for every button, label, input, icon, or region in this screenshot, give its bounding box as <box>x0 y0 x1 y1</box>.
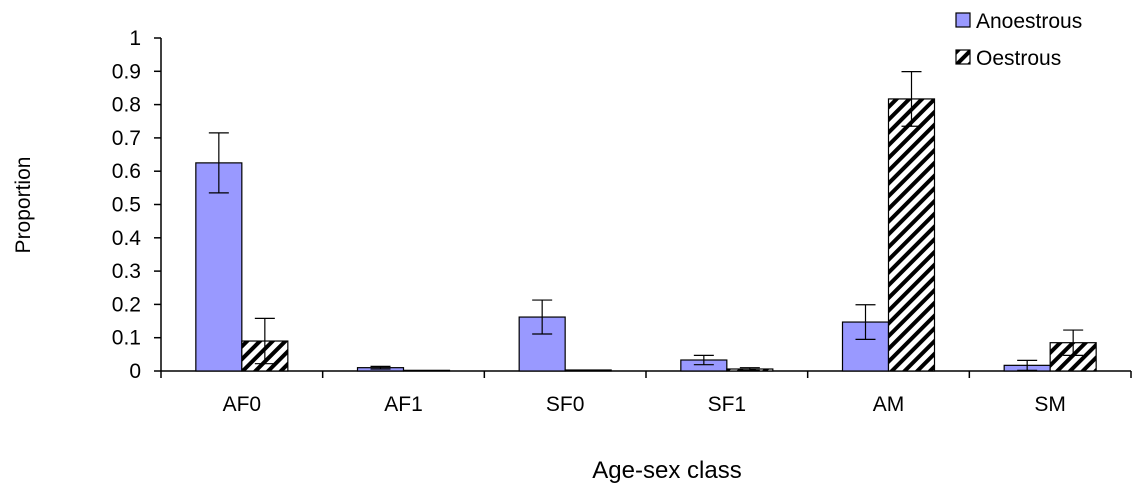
x-tick-label: AF1 <box>384 393 423 416</box>
bar-oestrous-af1 <box>402 369 451 372</box>
legend-swatch-oestrous <box>955 49 971 65</box>
legend: Anoestrous Oestrous <box>955 10 1082 70</box>
bar-oestrous-am <box>887 98 936 372</box>
x-tick-label: AF0 <box>223 393 262 416</box>
x-tick-label: SF1 <box>708 393 747 416</box>
y-axis: 0 0.1 0.2 0.3 0.4 0.5 0.6 0.7 0.8 0.9 1 <box>112 27 162 383</box>
bar-oestrous-sf0 <box>564 369 612 372</box>
y-tick-label: 0.5 <box>112 194 141 217</box>
y-tick-label: 0.9 <box>112 60 141 83</box>
y-tick-label: 1 <box>129 27 141 50</box>
y-tick-label: 0.2 <box>112 293 141 316</box>
x-axis-label: Age-sex class <box>592 457 741 484</box>
legend-label-anoestrous: Anoestrous <box>976 10 1082 33</box>
y-tick-label: 0 <box>129 360 141 383</box>
legend-swatch-anoestrous <box>955 12 971 28</box>
y-tick-label: 0.8 <box>112 94 141 117</box>
y-tick-label: 0.6 <box>112 160 141 183</box>
bars <box>195 98 1097 372</box>
y-tick-label: 0.4 <box>112 227 142 250</box>
y-tick-label: 0.1 <box>112 327 141 350</box>
y-axis-label: Proportion <box>12 157 35 254</box>
x-tick-label: AM <box>873 393 905 416</box>
x-tick-label: SM <box>1034 393 1066 416</box>
y-tick-label: 0.7 <box>112 127 141 150</box>
bar-anoestrous-af0 <box>195 162 243 372</box>
x-tick-label: SF0 <box>546 393 585 416</box>
legend-label-oestrous: Oestrous <box>976 47 1061 70</box>
y-tick-label: 0.3 <box>112 260 141 283</box>
x-axis: AF0 AF1 SF0 SF1 AM SM <box>160 370 1132 416</box>
error-bars <box>208 71 1084 371</box>
